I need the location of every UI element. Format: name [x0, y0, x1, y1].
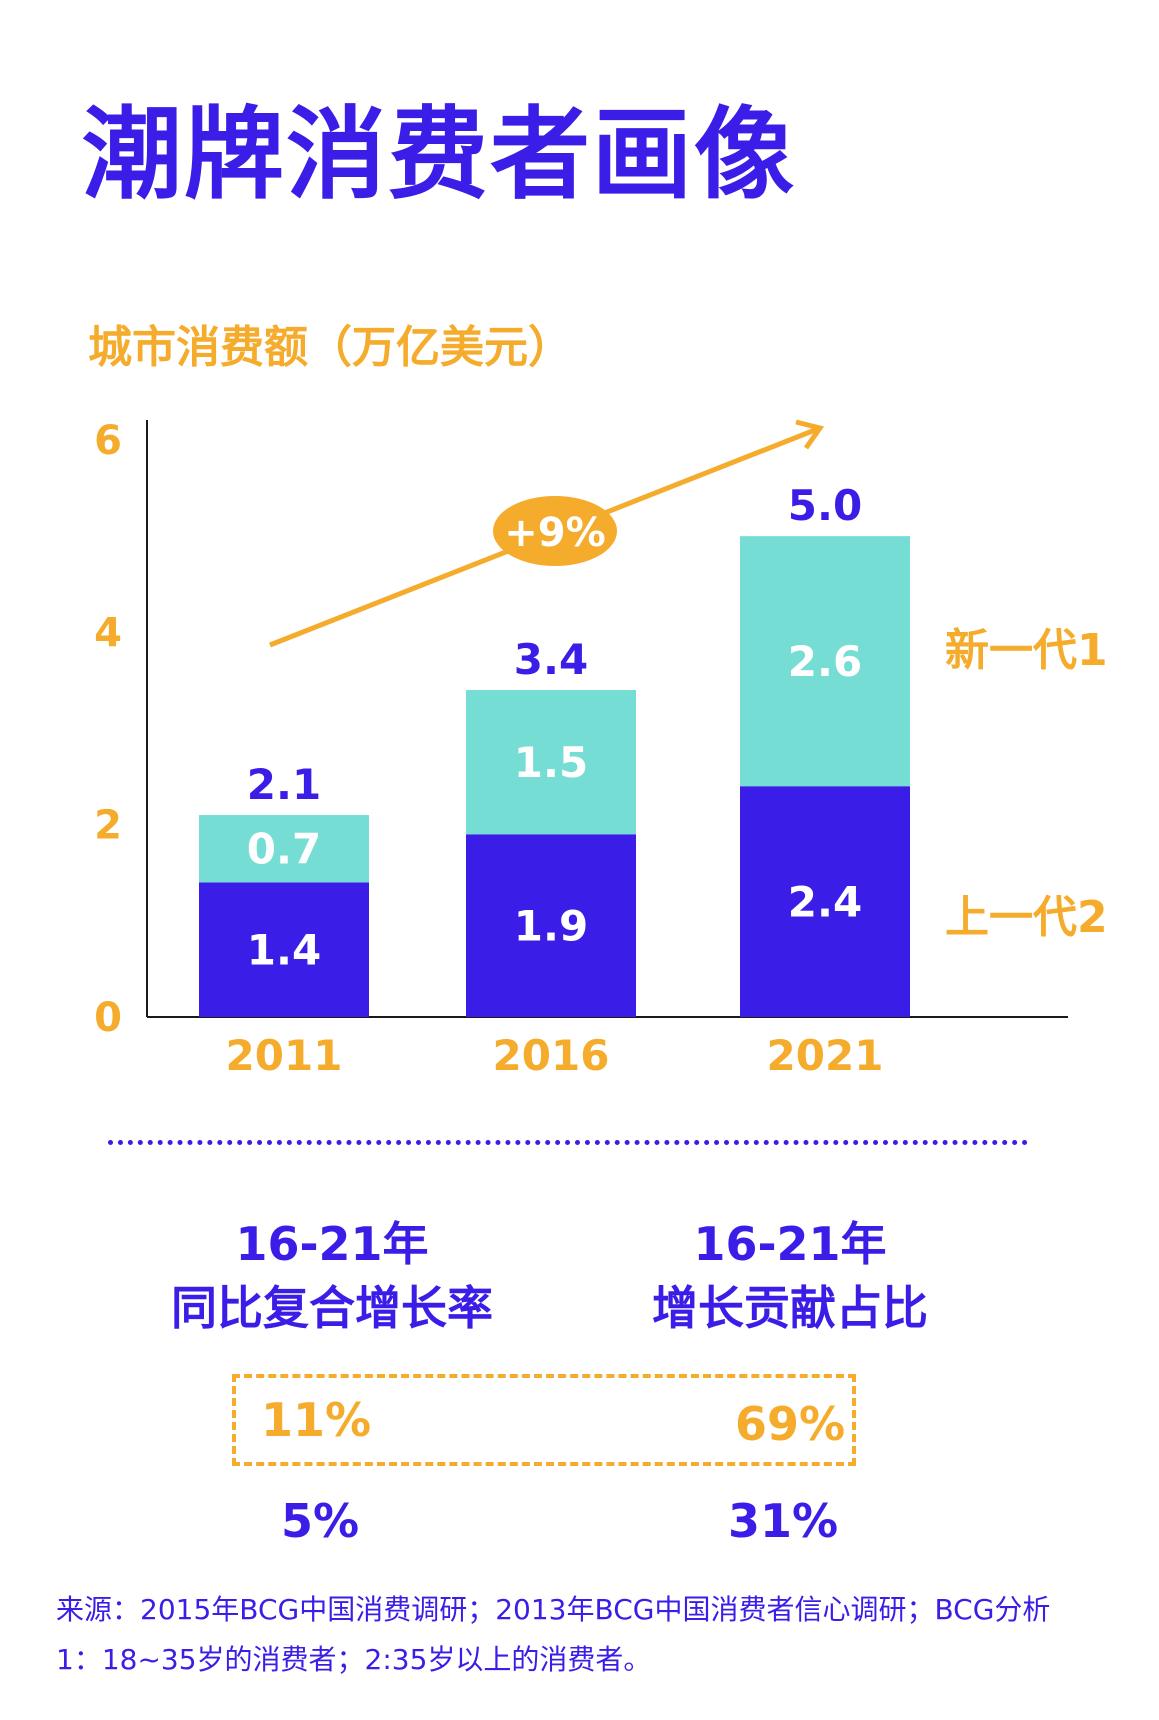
bar-total-label: 2.1: [247, 760, 321, 809]
bar-value-label: 2.4: [788, 878, 862, 927]
x-tick-label: 2021: [767, 1031, 884, 1080]
chart-title: 城市消费额（万亿美元）: [88, 322, 572, 373]
share-period: 16-21年: [693, 1217, 887, 1271]
bar-segment-2011-new-gen: [199, 815, 369, 883]
bar-value-label: 2.6: [788, 637, 862, 686]
legend-older-generation: 上一代2: [945, 892, 1108, 943]
y-tick-label: 6: [94, 418, 122, 464]
y-tick-label: 4: [94, 610, 122, 656]
bar-total-label: 5.0: [788, 481, 862, 530]
new-gen-cagr-value: 11%: [260, 1393, 372, 1447]
bar-segment-2011-older-gen: [199, 882, 369, 1017]
old-gen-cagr-value: 5%: [280, 1494, 360, 1548]
y-tick-label: 0: [94, 995, 122, 1041]
bar-segment-2021-new-gen: [740, 536, 910, 787]
bar-value-label: 1.4: [247, 926, 321, 975]
bar-segment-2016-older-gen: [466, 834, 636, 1017]
growth-badge: [493, 496, 617, 566]
old-gen-share-value: 31%: [727, 1494, 839, 1548]
legend-new-generation: 新一代1: [945, 625, 1108, 676]
bar-value-label: 1.5: [514, 738, 588, 787]
page-title: 潮牌消费者画像: [82, 96, 796, 213]
growth-badge-label: +9%: [504, 510, 605, 556]
x-tick-label: 2016: [493, 1031, 610, 1080]
new-generation-highlight-box: [232, 1374, 856, 1466]
trend-arrow-head: [795, 419, 825, 450]
bar-segment-2021-older-gen: [740, 786, 910, 1017]
chart-divider: [108, 1140, 1028, 1145]
stacked-bar-chart: 城市消费额（万亿美元） 0 2 4 6 1.4 0.7 2.1 1.9 1.5 3.4 2.4 2.…: [88, 322, 1108, 1080]
bar-value-label: 1.9: [514, 902, 588, 951]
bar-total-label: 3.4: [514, 635, 588, 684]
cagr-label: 同比复合增长率: [171, 1281, 493, 1335]
x-tick-label: 2011: [226, 1031, 343, 1080]
cagr-period: 16-21年: [235, 1217, 429, 1271]
source-footnote: 来源：2015年BCG中国消费调研；2013年BCG中国消费者信心调研；BCG分…: [56, 1593, 1051, 1626]
y-tick-label: 2: [94, 803, 122, 849]
share-label: 增长贡献占比: [652, 1281, 928, 1335]
new-gen-share-value: 69%: [734, 1397, 846, 1451]
definition-footnote: 1：18~35岁的消费者；2:35岁以上的消费者。: [56, 1643, 652, 1676]
bar-segment-2016-new-gen: [466, 690, 636, 835]
bar-value-label: 0.7: [247, 825, 321, 874]
